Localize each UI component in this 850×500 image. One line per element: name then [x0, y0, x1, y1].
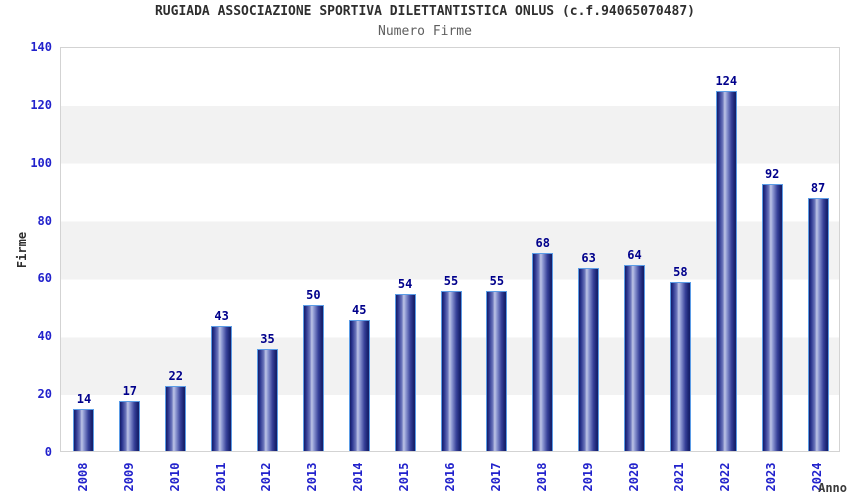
x-axis-title: Anno	[818, 481, 847, 495]
y-tick-label: 0	[44, 445, 52, 459]
y-tick-label: 120	[30, 97, 52, 112]
x-tick-label: 2023	[764, 462, 779, 492]
bar-value-label: 43	[214, 309, 229, 323]
x-tick-label: 2009	[121, 462, 136, 492]
x-tick-label: 2008	[75, 462, 90, 492]
bar	[211, 326, 233, 451]
bar-value-label: 55	[489, 274, 505, 288]
bar	[624, 265, 646, 451]
y-tick-label: 80	[37, 213, 52, 228]
bar-value-label: 63	[581, 251, 596, 265]
bar	[302, 305, 324, 451]
bar	[532, 253, 554, 451]
bar	[73, 409, 95, 451]
bar-value-label: 50	[306, 288, 321, 302]
y-tick-label: 100	[30, 155, 52, 170]
x-tick-label: 2017	[488, 462, 503, 492]
bar-value-label: 124	[715, 74, 738, 88]
plot-area: 14 17 22 43 35 50 45 54 55 55 68 63 64 58 124 92 87	[60, 47, 840, 452]
bar	[715, 91, 737, 451]
bar-value-label: 64	[627, 248, 642, 262]
bar	[486, 291, 508, 451]
bar-value-label: 58	[673, 265, 688, 279]
bar-value-label: 54	[397, 277, 413, 291]
bar-value-label: 45	[352, 303, 367, 317]
bar-value-label: 68	[535, 236, 550, 250]
y-tick-label: 140	[30, 40, 52, 54]
y-tick-label: 40	[37, 329, 52, 344]
bar-value-label: 87	[810, 181, 826, 195]
x-tick-label: 2020	[626, 462, 641, 492]
bar-value-label: 17	[122, 384, 138, 398]
y-tick-label: 60	[37, 271, 52, 286]
bar	[807, 198, 829, 451]
bar	[669, 282, 691, 451]
y-axis-title: Firme	[15, 231, 29, 269]
bar	[578, 268, 600, 451]
bar	[440, 291, 462, 451]
x-tick-label: 2018	[534, 462, 549, 492]
bar	[348, 320, 370, 451]
x-tick-label: 2013	[305, 462, 320, 492]
chart-subtitle: Numero Firme	[378, 24, 472, 39]
x-tick-label: 2010	[167, 462, 182, 492]
bar	[394, 294, 416, 451]
x-tick-label: 2019	[580, 462, 595, 492]
bar-value-label: 35	[260, 332, 275, 346]
chart-title: RUGIADA ASSOCIAZIONE SPORTIVA DILETTANTI…	[154, 4, 696, 19]
y-tick-label: 20	[37, 387, 52, 402]
bar	[761, 184, 783, 451]
bar-value-label: 92	[764, 167, 780, 181]
bar	[165, 386, 187, 451]
bar-value-label: 55	[443, 274, 459, 288]
x-tick-label: 2021	[672, 462, 687, 492]
bar-value-label: 22	[168, 369, 183, 383]
x-tick-label: 2022	[718, 462, 733, 492]
x-tick-label: 2014	[351, 462, 366, 492]
bar	[256, 349, 278, 451]
x-tick-label: 2012	[259, 462, 274, 492]
bar	[119, 401, 141, 451]
x-tick-label: 2016	[443, 462, 457, 492]
x-tick-label: 2011	[213, 462, 228, 492]
x-tick-label: 2015	[397, 462, 412, 492]
bar-value-label: 14	[76, 392, 92, 406]
